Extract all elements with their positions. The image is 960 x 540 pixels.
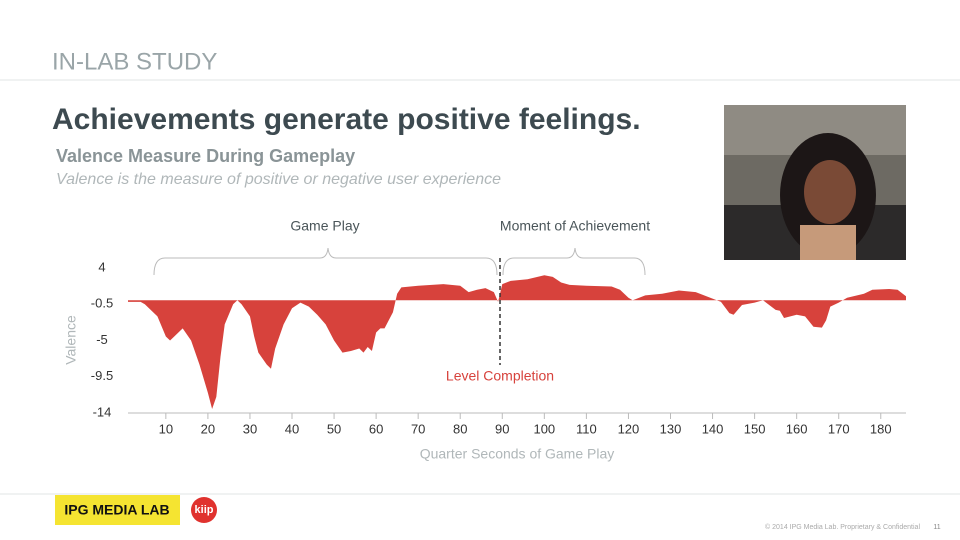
annotation: Level Completion xyxy=(446,368,554,384)
x-tick-label: 160 xyxy=(786,421,808,436)
y-tick-label: 4 xyxy=(98,259,105,274)
y-tick-label: -5 xyxy=(96,332,108,347)
annotation: Moment of Achievement xyxy=(500,218,650,234)
x-tick-label: 80 xyxy=(453,421,467,436)
slide-title: Achievements generate positive feelings. xyxy=(52,103,641,136)
x-tick-label: 180 xyxy=(870,421,892,436)
logo-text: kiip xyxy=(195,504,214,516)
x-tick-label: 90 xyxy=(495,421,509,436)
x-tick-label: 110 xyxy=(576,421,597,436)
x-tick-label: 150 xyxy=(744,421,766,436)
y-tick-label: -14 xyxy=(93,404,112,419)
page-number: 11 xyxy=(933,524,940,531)
x-tick-label: 20 xyxy=(201,421,215,436)
chart-description: Valence is the measure of positive or ne… xyxy=(56,171,501,188)
x-tick-label: 40 xyxy=(285,421,299,436)
x-tick-label: 100 xyxy=(533,421,555,436)
achievement-bracket xyxy=(502,247,646,276)
logo-circle xyxy=(191,497,217,523)
y-tick-label: -0.5 xyxy=(91,296,113,311)
x-axis-label: Quarter Seconds of Game Play xyxy=(420,446,615,462)
x-tick-label: 60 xyxy=(369,421,383,436)
brand-box xyxy=(55,495,180,525)
y-tick-label: -9.5 xyxy=(91,368,113,383)
valence-area xyxy=(128,275,906,409)
x-tick-label: 170 xyxy=(828,421,850,436)
game-play-bracket xyxy=(153,247,498,276)
x-tick-label: 10 xyxy=(159,421,173,436)
y-axis-label: Valence xyxy=(63,315,79,365)
chart-subtitle: Valence Measure During Gameplay xyxy=(56,146,355,166)
x-tick-label: 140 xyxy=(702,421,724,436)
x-tick-label: 50 xyxy=(327,421,341,436)
x-tick-label: 130 xyxy=(660,421,682,436)
webcam-photo xyxy=(724,105,906,260)
annotation: Game Play xyxy=(290,218,359,234)
x-tick-label: 70 xyxy=(411,421,425,436)
x-tick-label: 120 xyxy=(618,421,640,436)
x-tick-label: 30 xyxy=(243,421,257,436)
brand-name: IPG MEDIA LAB xyxy=(64,502,169,518)
section-label: IN-LAB STUDY xyxy=(52,48,217,75)
copyright: © 2014 IPG Media Lab. Proprietary & Conf… xyxy=(765,523,920,531)
